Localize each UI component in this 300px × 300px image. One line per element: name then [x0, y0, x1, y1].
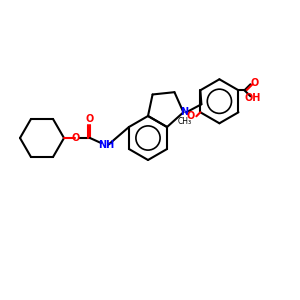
Text: OH: OH [244, 93, 261, 103]
Text: CH₃: CH₃ [177, 117, 191, 126]
Text: O: O [86, 114, 94, 124]
Text: O: O [250, 78, 259, 88]
Text: O: O [186, 111, 194, 121]
Text: O: O [72, 133, 80, 143]
Text: N: N [180, 107, 188, 117]
Text: NH: NH [98, 140, 114, 150]
